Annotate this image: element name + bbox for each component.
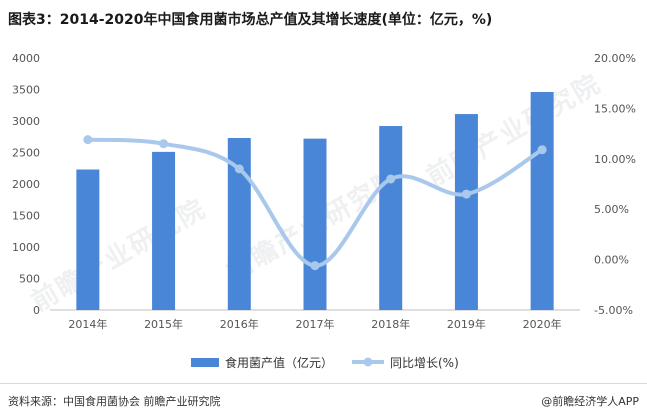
x-tick-label: 2017年 [296,317,335,331]
legend-bar-label: 食用菌产值（亿元） [225,355,333,370]
right-tick-label: 0.00% [594,254,629,267]
bar [76,169,100,310]
legend-bar-swatch [191,358,219,367]
credit-text: @前瞻经济学人APP [541,395,639,408]
legend-line-label: 同比增长(%) [390,356,459,370]
left-tick-label: 500 [19,273,40,286]
left-axis-ticks: 0 500 1000 1500 2000 2500 3000 3500 4000 [12,52,40,317]
bar [303,138,327,310]
legend-line-marker [363,357,373,367]
bar [530,92,554,311]
line-series [83,135,547,271]
x-tick-label: 2018年 [371,317,410,331]
line-point [83,135,93,145]
left-tick-label: 2000 [12,178,40,191]
line-point [537,145,547,155]
left-tick-label: 1500 [12,210,40,223]
x-tick-label: 2014年 [68,317,107,331]
right-tick-label: 20.00% [594,52,636,65]
footer: 资料来源：中国食用菌协会 前瞻产业研究院 @前瞻经济学人APP [0,383,647,417]
x-tick-label: 2019年 [447,317,486,331]
legend: 食用菌产值（亿元） 同比增长(%) [191,355,459,370]
right-axis-ticks: -5.00% 0.00% 5.00% 10.00% 15.00% 20.00% [594,52,636,317]
bar [379,126,403,310]
left-tick-label: 3000 [12,115,40,128]
right-tick-label: 15.00% [594,102,636,115]
left-tick-label: 0 [33,304,40,317]
line-point [386,174,396,184]
left-tick-label: 3500 [12,84,40,97]
right-tick-label: -5.00% [594,304,633,317]
line-point [234,164,244,174]
source-text: 资料来源：中国食用菌协会 前瞻产业研究院 [8,395,221,408]
line-point [461,189,471,199]
line-point [159,139,169,149]
left-tick-label: 2500 [12,147,40,160]
x-tick-label: 2015年 [144,317,183,331]
bar [454,114,478,310]
bar [152,151,176,310]
x-axis-ticks: 2014年 2015年 2016年 2017年 2018年 2019年 2020年 [68,317,561,331]
right-tick-label: 5.00% [594,203,629,216]
chart-title: 图表3：2014-2020年中国食用菌市场总产值及其增长速度(单位：亿元，%) [8,12,493,28]
left-tick-label: 4000 [12,52,40,65]
line-point [310,261,320,271]
right-tick-label: 10.00% [594,153,636,166]
bar [227,138,251,310]
left-tick-label: 1000 [12,241,40,254]
x-tick-label: 2016年 [220,317,259,331]
x-tick-label: 2020年 [523,317,562,331]
chart: 0 500 1000 1500 2000 2500 3000 3500 4000 -5.00% 0… [12,52,636,370]
bar-series [76,92,554,311]
